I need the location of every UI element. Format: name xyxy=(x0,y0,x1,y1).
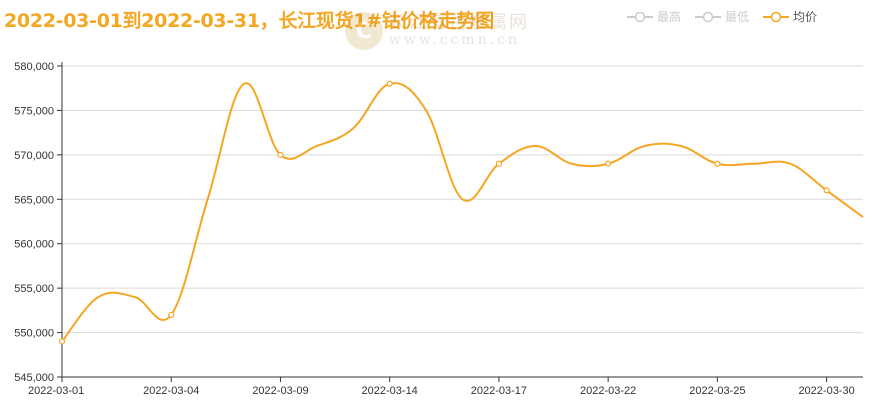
y-tick-label: 575,000 xyxy=(14,105,54,117)
x-tick-label: 2022-03-14 xyxy=(362,385,418,397)
data-point xyxy=(168,311,175,318)
data-point xyxy=(714,160,721,167)
legend-item-avg[interactable]: 均价 xyxy=(762,8,817,25)
x-tick-label: 2022-03-25 xyxy=(689,385,745,397)
legend-item-low[interactable]: 最低 xyxy=(694,8,749,25)
y-tick-label: 555,000 xyxy=(14,283,54,295)
legend-line-icon xyxy=(626,11,653,22)
x-tick-label: 2022-03-01 xyxy=(28,385,84,397)
y-tick-label: 550,000 xyxy=(14,328,54,340)
data-point xyxy=(823,187,830,194)
legend-item-high[interactable]: 最高 xyxy=(626,8,681,25)
x-tick-label: 2022-03-17 xyxy=(471,385,527,397)
data-point xyxy=(386,80,393,87)
legend-line-icon xyxy=(762,11,789,22)
x-tick-label: 2022-03-09 xyxy=(252,385,308,397)
data-point xyxy=(58,338,66,345)
data-point xyxy=(495,160,503,167)
x-tick-label: 2022-03-30 xyxy=(798,385,854,397)
data-point xyxy=(605,160,612,167)
y-tick-label: 570,000 xyxy=(14,150,54,162)
chart-legend: 最高 最低 均价 xyxy=(626,8,817,25)
chart-title: 2022-03-01到2022-03-31，长江现货1#钴价格走势图 xyxy=(4,10,495,32)
y-tick-label: 565,000 xyxy=(14,194,54,206)
series-line xyxy=(61,82,864,343)
legend-line-icon xyxy=(694,11,721,22)
legend-label-avg: 均价 xyxy=(792,10,817,24)
data-point xyxy=(277,151,284,158)
y-tick-label: 560,000 xyxy=(14,239,54,251)
legend-label-high: 最高 xyxy=(656,10,681,24)
legend-label-low: 最低 xyxy=(724,10,749,24)
y-tick-label: 580,000 xyxy=(14,61,54,73)
x-tick-label: 2022-03-04 xyxy=(143,385,199,397)
x-tick-label: 2022-03-22 xyxy=(580,385,636,397)
y-tick-label: 545,000 xyxy=(14,372,54,384)
